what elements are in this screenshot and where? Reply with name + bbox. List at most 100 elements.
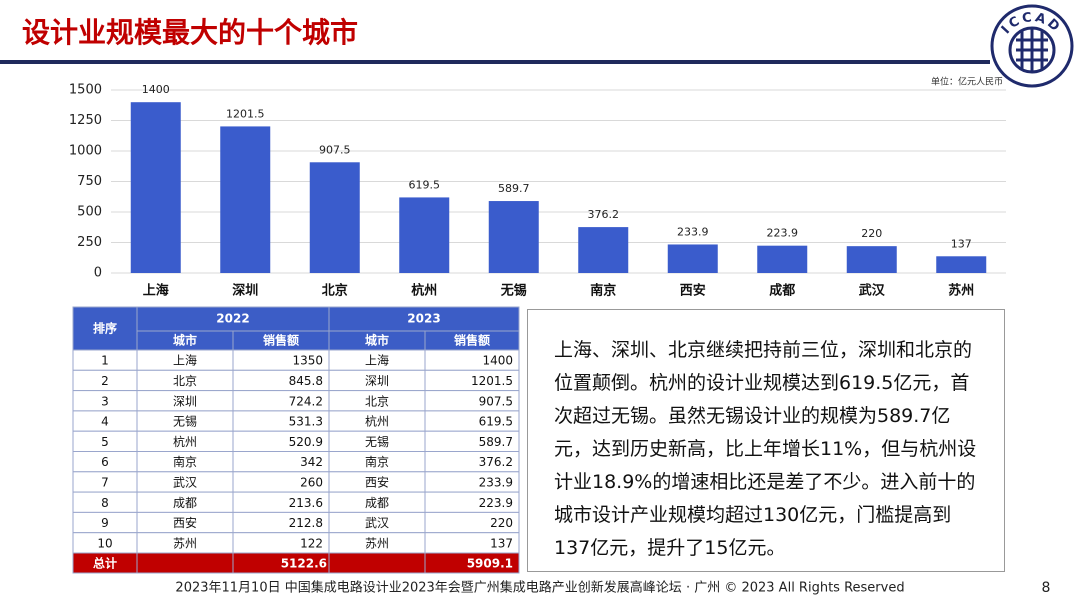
cell-text: 137: [490, 536, 513, 550]
x-tick-label: 苏州: [948, 283, 974, 299]
cell-text: 220: [490, 516, 513, 530]
unit-label: 单位：亿元人民币: [931, 76, 1003, 88]
bar: [667, 244, 718, 273]
bar: [220, 126, 271, 274]
header-text: 排序: [93, 321, 117, 336]
header-text: 2022: [216, 312, 249, 326]
x-tick-label: 杭州: [411, 283, 437, 299]
cell-text: 4: [101, 415, 109, 429]
header-cell: [328, 306, 520, 332]
data-label: 1201.5: [226, 107, 265, 120]
data-label: 137: [951, 237, 972, 250]
cell-text: 成都: [365, 496, 389, 510]
cell-text: 5: [101, 435, 109, 449]
data-label: 233.9: [677, 225, 709, 238]
logo: ICCAD: [990, 4, 1074, 88]
title-rule: [0, 60, 990, 64]
cell-text: 619.5: [479, 415, 513, 429]
data-label: 376.2: [588, 208, 620, 221]
page-number: 8: [1042, 580, 1051, 596]
y-tick-label: 1500: [69, 83, 102, 98]
cell-text: 213.6: [289, 496, 323, 510]
bar: [757, 245, 808, 273]
cell-text: 907.5: [479, 394, 513, 408]
header-text: 销售额: [454, 333, 490, 348]
cell-text: 深圳: [173, 394, 197, 408]
cell-text: 苏州: [365, 536, 389, 550]
cell-text: 上海: [365, 353, 389, 368]
bar: [936, 256, 987, 273]
slide-title: 设计业规模最大的十个城市: [22, 16, 358, 49]
data-label: 220: [861, 227, 882, 240]
data-label: 223.9: [767, 227, 799, 240]
x-tick-label: 成都: [769, 283, 795, 299]
cell-text: 589.7: [479, 435, 513, 449]
cell-text: 223.9: [479, 496, 513, 510]
x-tick-label: 无锡: [500, 283, 527, 299]
bar: [846, 246, 897, 273]
y-tick-label: 1000: [69, 144, 102, 159]
y-tick-label: 1250: [69, 113, 102, 128]
cell-text: 8: [101, 496, 109, 510]
x-tick-label: 南京: [590, 283, 616, 299]
data-label: 619.5: [409, 178, 441, 191]
cell-text: 西安: [173, 515, 197, 530]
cell-text: 上海: [173, 353, 197, 368]
total-text: 总计: [93, 556, 117, 571]
cell-text: 531.3: [289, 415, 323, 429]
cell-text: 122: [300, 536, 323, 550]
cell-text: 无锡: [365, 434, 389, 449]
cell-text: 1201.5: [471, 374, 513, 388]
cell-text: 9: [101, 516, 109, 530]
cell-text: 武汉: [365, 516, 389, 530]
cell-text: 6: [101, 455, 109, 469]
cell-text: 1: [101, 354, 109, 368]
ranking-table: 排序 2022 2023 城市 销售额 城市 销售额 1 上海 1350 上海 1400 2 北京 845.…: [72, 306, 520, 574]
summary-text: 上海、深圳、北京继续把持前三位，深圳和北京的位置颠倒。杭州的设计业规模达到619…: [527, 309, 1005, 572]
cell-text: 杭州: [173, 434, 197, 449]
data-label: 589.7: [498, 182, 530, 195]
cell-text: 845.8: [289, 374, 323, 388]
cell-text: 武汉: [173, 475, 197, 489]
cell-text: 2: [101, 374, 109, 388]
header-text: 城市: [173, 333, 197, 348]
cell-text: 342: [300, 455, 323, 469]
cell-text: 深圳: [365, 374, 389, 388]
cell-text: 260: [300, 475, 323, 489]
data-label: 907.5: [319, 143, 351, 156]
header-text: 销售额: [263, 333, 299, 348]
cell-text: 1350: [292, 354, 323, 368]
x-tick-label: 北京: [322, 283, 348, 299]
bar: [488, 201, 539, 273]
bar-chart: 0 250 500 750 1000 1250 1500 1400 上海 1201.5 深圳 907.…: [69, 83, 1006, 299]
x-tick-label: 上海: [143, 283, 169, 299]
bar: [309, 162, 360, 273]
cell-text: 南京: [173, 454, 197, 469]
cell-text: 724.2: [289, 394, 323, 408]
x-tick-label: 西安: [680, 283, 706, 299]
cell-text: 西安: [365, 474, 389, 489]
y-tick-label: 750: [77, 174, 102, 189]
bar: [578, 227, 629, 273]
cell-text: 7: [101, 475, 109, 489]
cell-text: 北京: [365, 394, 389, 408]
y-tick-label: 0: [94, 266, 102, 281]
cell-text: 无锡: [173, 414, 197, 429]
cell-text: 北京: [173, 374, 197, 388]
cell-text: 杭州: [365, 414, 389, 429]
cell-text: 成都: [173, 496, 197, 510]
cell-text: 3: [101, 394, 109, 408]
cell-text: 376.2: [479, 455, 513, 469]
cell-text: 212.8: [289, 516, 323, 530]
x-tick-label: 深圳: [232, 283, 258, 299]
header-text: 2023: [407, 312, 440, 326]
cell-text: 520.9: [289, 435, 323, 449]
bar: [399, 197, 450, 273]
data-label: 1400: [142, 83, 170, 96]
total-text: 5909.1: [467, 557, 513, 571]
header-text: 城市: [365, 333, 389, 348]
cell-text: 10: [97, 536, 112, 550]
